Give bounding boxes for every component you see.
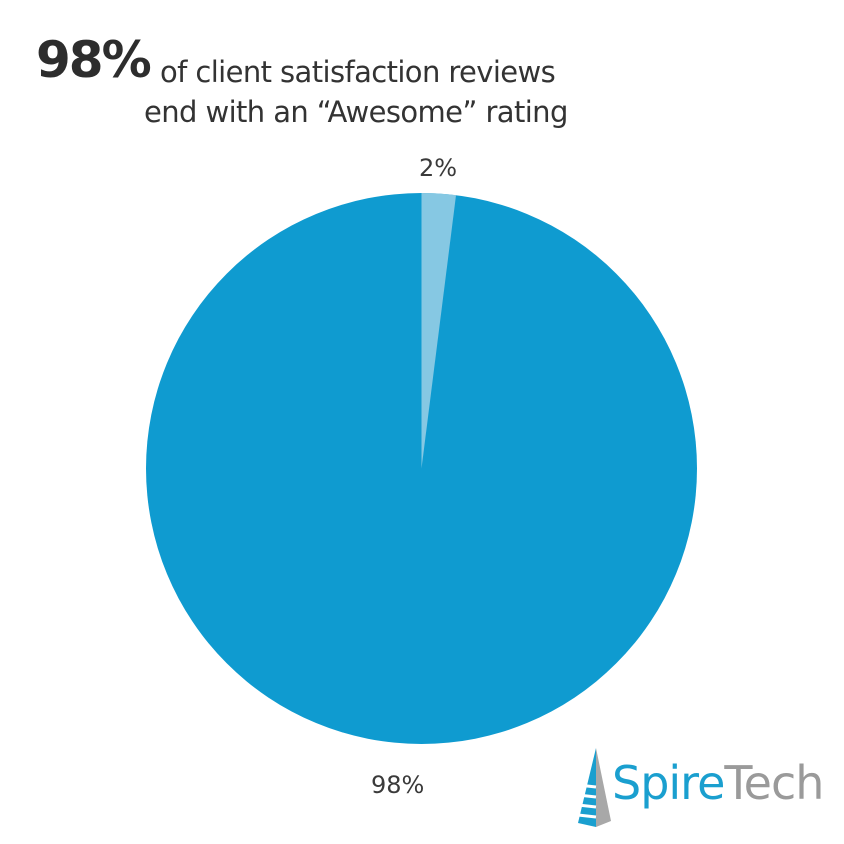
label-large-slice: 98% xyxy=(371,771,425,799)
title-line-2: end with an “Awesome” rating xyxy=(144,95,568,129)
logo-text-spire: Spire xyxy=(612,756,725,810)
logo-wordmark: SpireTech xyxy=(612,755,824,811)
spire-icon xyxy=(577,748,611,827)
pie-slice-other xyxy=(421,193,457,469)
logo-text-tech: Tech xyxy=(724,756,824,810)
title-line-1: of client satisfaction reviews xyxy=(160,55,556,89)
spiretech-logo: SpireTech xyxy=(576,745,826,830)
label-small-slice: 2% xyxy=(419,154,458,182)
title-highlight: 98% xyxy=(36,31,152,89)
